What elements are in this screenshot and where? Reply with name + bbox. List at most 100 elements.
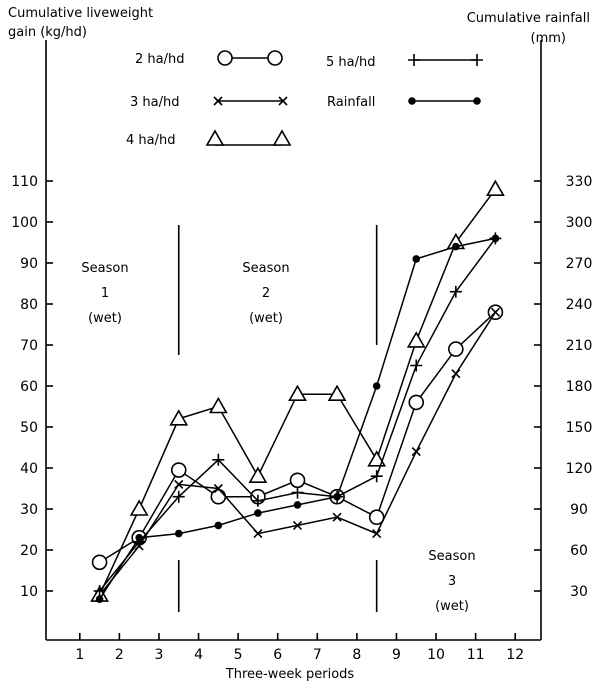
- data-point: [448, 341, 464, 357]
- x-tick-label: 2: [115, 647, 124, 663]
- y-right-label: (mm): [531, 31, 566, 46]
- data-point: [486, 179, 505, 196]
- y-left-tick-label: 50: [20, 420, 38, 436]
- y-left-label: gain (kg/hd): [8, 25, 87, 40]
- legend-label: 5 ha/hd: [326, 55, 375, 70]
- legend-label: 2 ha/hd: [135, 52, 184, 67]
- legend-item: 5 ha/hd: [326, 54, 483, 70]
- y-right-tick-label: 330: [566, 174, 593, 190]
- y-right-tick-label: 30: [570, 584, 588, 600]
- y-right-tick-label: 240: [566, 297, 593, 313]
- x-tick-label: 3: [154, 647, 163, 663]
- data-point: [213, 96, 223, 106]
- data-point: [412, 255, 421, 263]
- y-right-label: Cumulative rainfall: [467, 11, 590, 26]
- y-left-label: Cumulative liveweight: [8, 6, 153, 21]
- season-annotation: (wet): [435, 599, 469, 614]
- data-point: [210, 488, 227, 505]
- season-annotation: Season: [428, 549, 475, 564]
- x-tick-label: 6: [273, 647, 282, 663]
- data-point: [449, 285, 462, 298]
- data-point: [93, 585, 106, 597]
- y-right-tick-label: 120: [566, 461, 593, 477]
- series-4-ha-hd: [90, 179, 505, 602]
- data-point: [251, 494, 264, 507]
- y-left-tick-label: 10: [20, 584, 38, 600]
- y-left-tick-label: 30: [20, 502, 38, 518]
- data-point: [473, 97, 481, 105]
- data-point: [278, 96, 288, 106]
- data-point: [471, 54, 483, 66]
- data-point: [95, 595, 104, 603]
- data-point: [451, 369, 461, 379]
- data-point: [129, 499, 149, 516]
- data-point: [272, 129, 292, 146]
- y-left-tick-label: 90: [20, 256, 38, 272]
- series-5-ha-hd: [93, 232, 502, 597]
- season-annotation: (wet): [88, 311, 122, 326]
- data-point: [208, 396, 228, 414]
- y-right-tick-label: 180: [566, 379, 593, 395]
- data-point: [170, 462, 187, 478]
- data-point: [490, 307, 500, 317]
- data-point: [327, 384, 347, 402]
- legend-label: 3 ha/hd: [130, 95, 179, 110]
- season-annotation: 2: [262, 286, 270, 301]
- series-rainfall: [95, 234, 500, 603]
- data-point: [293, 501, 302, 509]
- season-annotation: (wet): [249, 311, 283, 326]
- data-point: [135, 533, 143, 542]
- data-point: [214, 521, 223, 530]
- data-point: [217, 50, 233, 66]
- legend-item: 4 ha/hd: [126, 129, 292, 148]
- x-tick-label: 5: [234, 647, 243, 663]
- data-point: [212, 453, 225, 466]
- data-point: [291, 486, 304, 499]
- legend-item: Rainfall: [327, 95, 481, 110]
- data-point: [172, 490, 185, 503]
- data-point: [174, 479, 184, 489]
- season-annotation: Season: [242, 261, 289, 276]
- data-point: [333, 492, 341, 501]
- y-right-tick-label: 150: [566, 420, 593, 436]
- data-point: [169, 409, 189, 426]
- data-point: [267, 50, 283, 66]
- data-point: [452, 242, 460, 251]
- y-right-tick-label: 210: [566, 338, 593, 354]
- y-left-tick-label: 60: [20, 379, 38, 395]
- data-point: [289, 472, 306, 489]
- season-annotation: 3: [448, 574, 456, 589]
- legend-label: Rainfall: [327, 95, 375, 110]
- data-point: [254, 509, 262, 517]
- data-point: [372, 382, 381, 390]
- data-point: [174, 529, 183, 538]
- data-point: [368, 509, 385, 526]
- legend-item: 2 ha/hd: [135, 50, 283, 67]
- data-point: [248, 466, 268, 484]
- x-tick-label: 10: [427, 647, 445, 663]
- x-tick-label: 8: [352, 647, 361, 663]
- y-right-tick-label: 300: [566, 215, 593, 231]
- season-annotation: 1: [101, 286, 109, 301]
- data-point: [367, 450, 387, 467]
- series-3-ha-hd: [95, 307, 500, 600]
- x-axis-label: Three-week periods: [225, 667, 355, 682]
- x-tick-label: 4: [194, 647, 203, 663]
- data-point: [408, 54, 420, 66]
- data-point: [372, 529, 382, 539]
- y-right-tick-label: 90: [570, 502, 588, 518]
- data-point: [410, 359, 423, 372]
- data-point: [491, 234, 500, 243]
- data-point: [253, 529, 263, 539]
- data-point: [205, 129, 225, 146]
- x-tick-label: 1: [75, 647, 84, 663]
- y-left-tick-label: 40: [20, 461, 38, 477]
- legend-label: 4 ha/hd: [126, 133, 175, 148]
- data-point: [408, 97, 416, 105]
- data-point: [213, 483, 223, 494]
- data-point: [411, 447, 421, 457]
- data-point: [292, 520, 303, 530]
- data-point: [332, 512, 342, 522]
- legend-item: 3 ha/hd: [130, 95, 288, 110]
